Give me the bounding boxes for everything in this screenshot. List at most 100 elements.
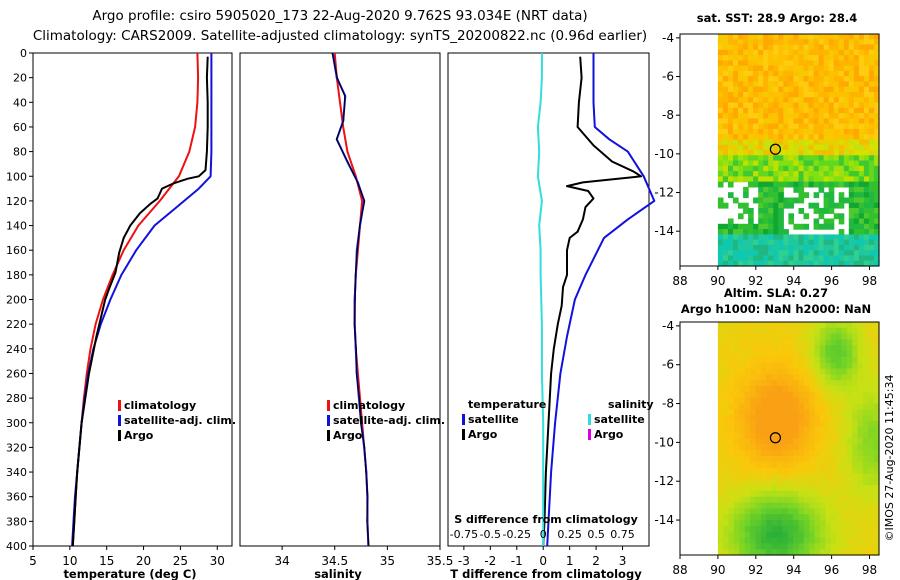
sst-cell [783,202,789,209]
sla-cell [830,549,837,556]
sst-cell [733,34,739,40]
sla-cell [846,333,853,340]
sst-cell [763,139,769,146]
sst-cell [748,218,754,225]
sla-cell [755,485,762,492]
sst-cell [743,81,749,88]
sst-cell [853,65,860,72]
sla-cell [798,479,805,486]
sst-cell [773,223,779,230]
sst-cell [868,229,875,235]
temperature-panel: 0204060801001201401601802002202402602803… [6,47,236,580]
sst-cell [793,128,799,135]
sst-cell [808,255,815,262]
sla-cell [750,467,757,474]
sst-cell [874,144,880,151]
sla-cell [787,438,794,445]
sst-cell [868,223,875,230]
legend-argo-label: Argo [333,429,363,442]
sst-cell [778,34,784,40]
legend-s-satellite-swatch [588,414,591,425]
sst-cell [813,234,820,241]
sst-cell [874,218,880,225]
sst-cell [783,49,789,56]
sst-cell [728,260,734,267]
sla-cell [809,380,816,387]
depth-tick-label: 380 [6,515,27,528]
sla-cell [755,421,762,428]
sla-cell [798,397,805,405]
sla-cell [809,345,816,352]
sst-cell [788,244,794,251]
sla-cell [862,386,869,393]
sst-cell [728,44,734,51]
sst-cell [748,244,754,251]
sla-cell [846,356,853,364]
sst-cell [768,229,774,235]
sst-cell [788,102,794,109]
sst-cell [833,97,840,104]
sst-cell [783,139,789,146]
sst-cell [874,234,880,241]
sla-cell [862,374,869,381]
sst-cell [843,92,850,98]
sst-cell [783,102,789,109]
sst-cell [843,86,850,93]
sst-cell [868,260,875,267]
sla-cell [739,345,746,352]
sla-cell [728,502,735,509]
sla-cell [728,397,735,405]
sla-cell [841,345,848,352]
sst-cell [758,76,764,83]
sst-cell [838,118,845,125]
sst-cell [733,176,739,183]
sla-cell [782,450,789,457]
sst-cell [818,128,825,135]
sla-cell [841,456,848,463]
sla-cell [846,386,853,393]
sla-cell [760,432,767,440]
sst-cell [753,244,759,251]
sst-cell [763,144,769,151]
sla-cell [830,386,837,393]
sst-cell [838,192,845,199]
sst-cell [833,128,840,135]
sla-cell [846,397,853,405]
sst-cell [788,34,794,40]
sst-cell [788,97,794,104]
sst-cell [733,39,739,46]
sla-cell [777,496,783,504]
sst-cell [722,81,729,88]
sla-cell [841,386,848,393]
sla-cell [728,322,735,329]
sst-cell [833,176,840,183]
sst-cell [783,229,789,235]
sst-cell [808,70,815,77]
sst-cell [793,86,799,93]
sla-cell [798,339,805,346]
sst-cell [748,76,754,83]
sla-cell [766,496,773,504]
sst-cell [793,118,799,125]
sst-cell [778,171,784,177]
sla-cell [846,514,853,521]
sla-cell [819,438,826,445]
sst-cell [818,92,825,98]
sla-cell [868,421,875,428]
sla-cell [830,339,837,346]
sla-cell [862,479,869,486]
sst-cell [768,202,774,209]
salinity-panel: 34 34.5 35 35.5 salinity climatology satell… [239,52,453,580]
map-y-tick-label: -6 [662,358,674,372]
sla-cell [739,444,746,451]
sla-cell [739,485,746,492]
sla-cell [750,368,757,375]
sst-cell [808,92,815,98]
sst-cell [778,218,784,225]
sst-cell [813,86,820,93]
sst-cell [728,49,734,56]
sst-cell [803,113,810,119]
series-line-argo-salinity [331,52,370,547]
sla-cell [857,485,864,492]
sst-cell [868,39,875,46]
